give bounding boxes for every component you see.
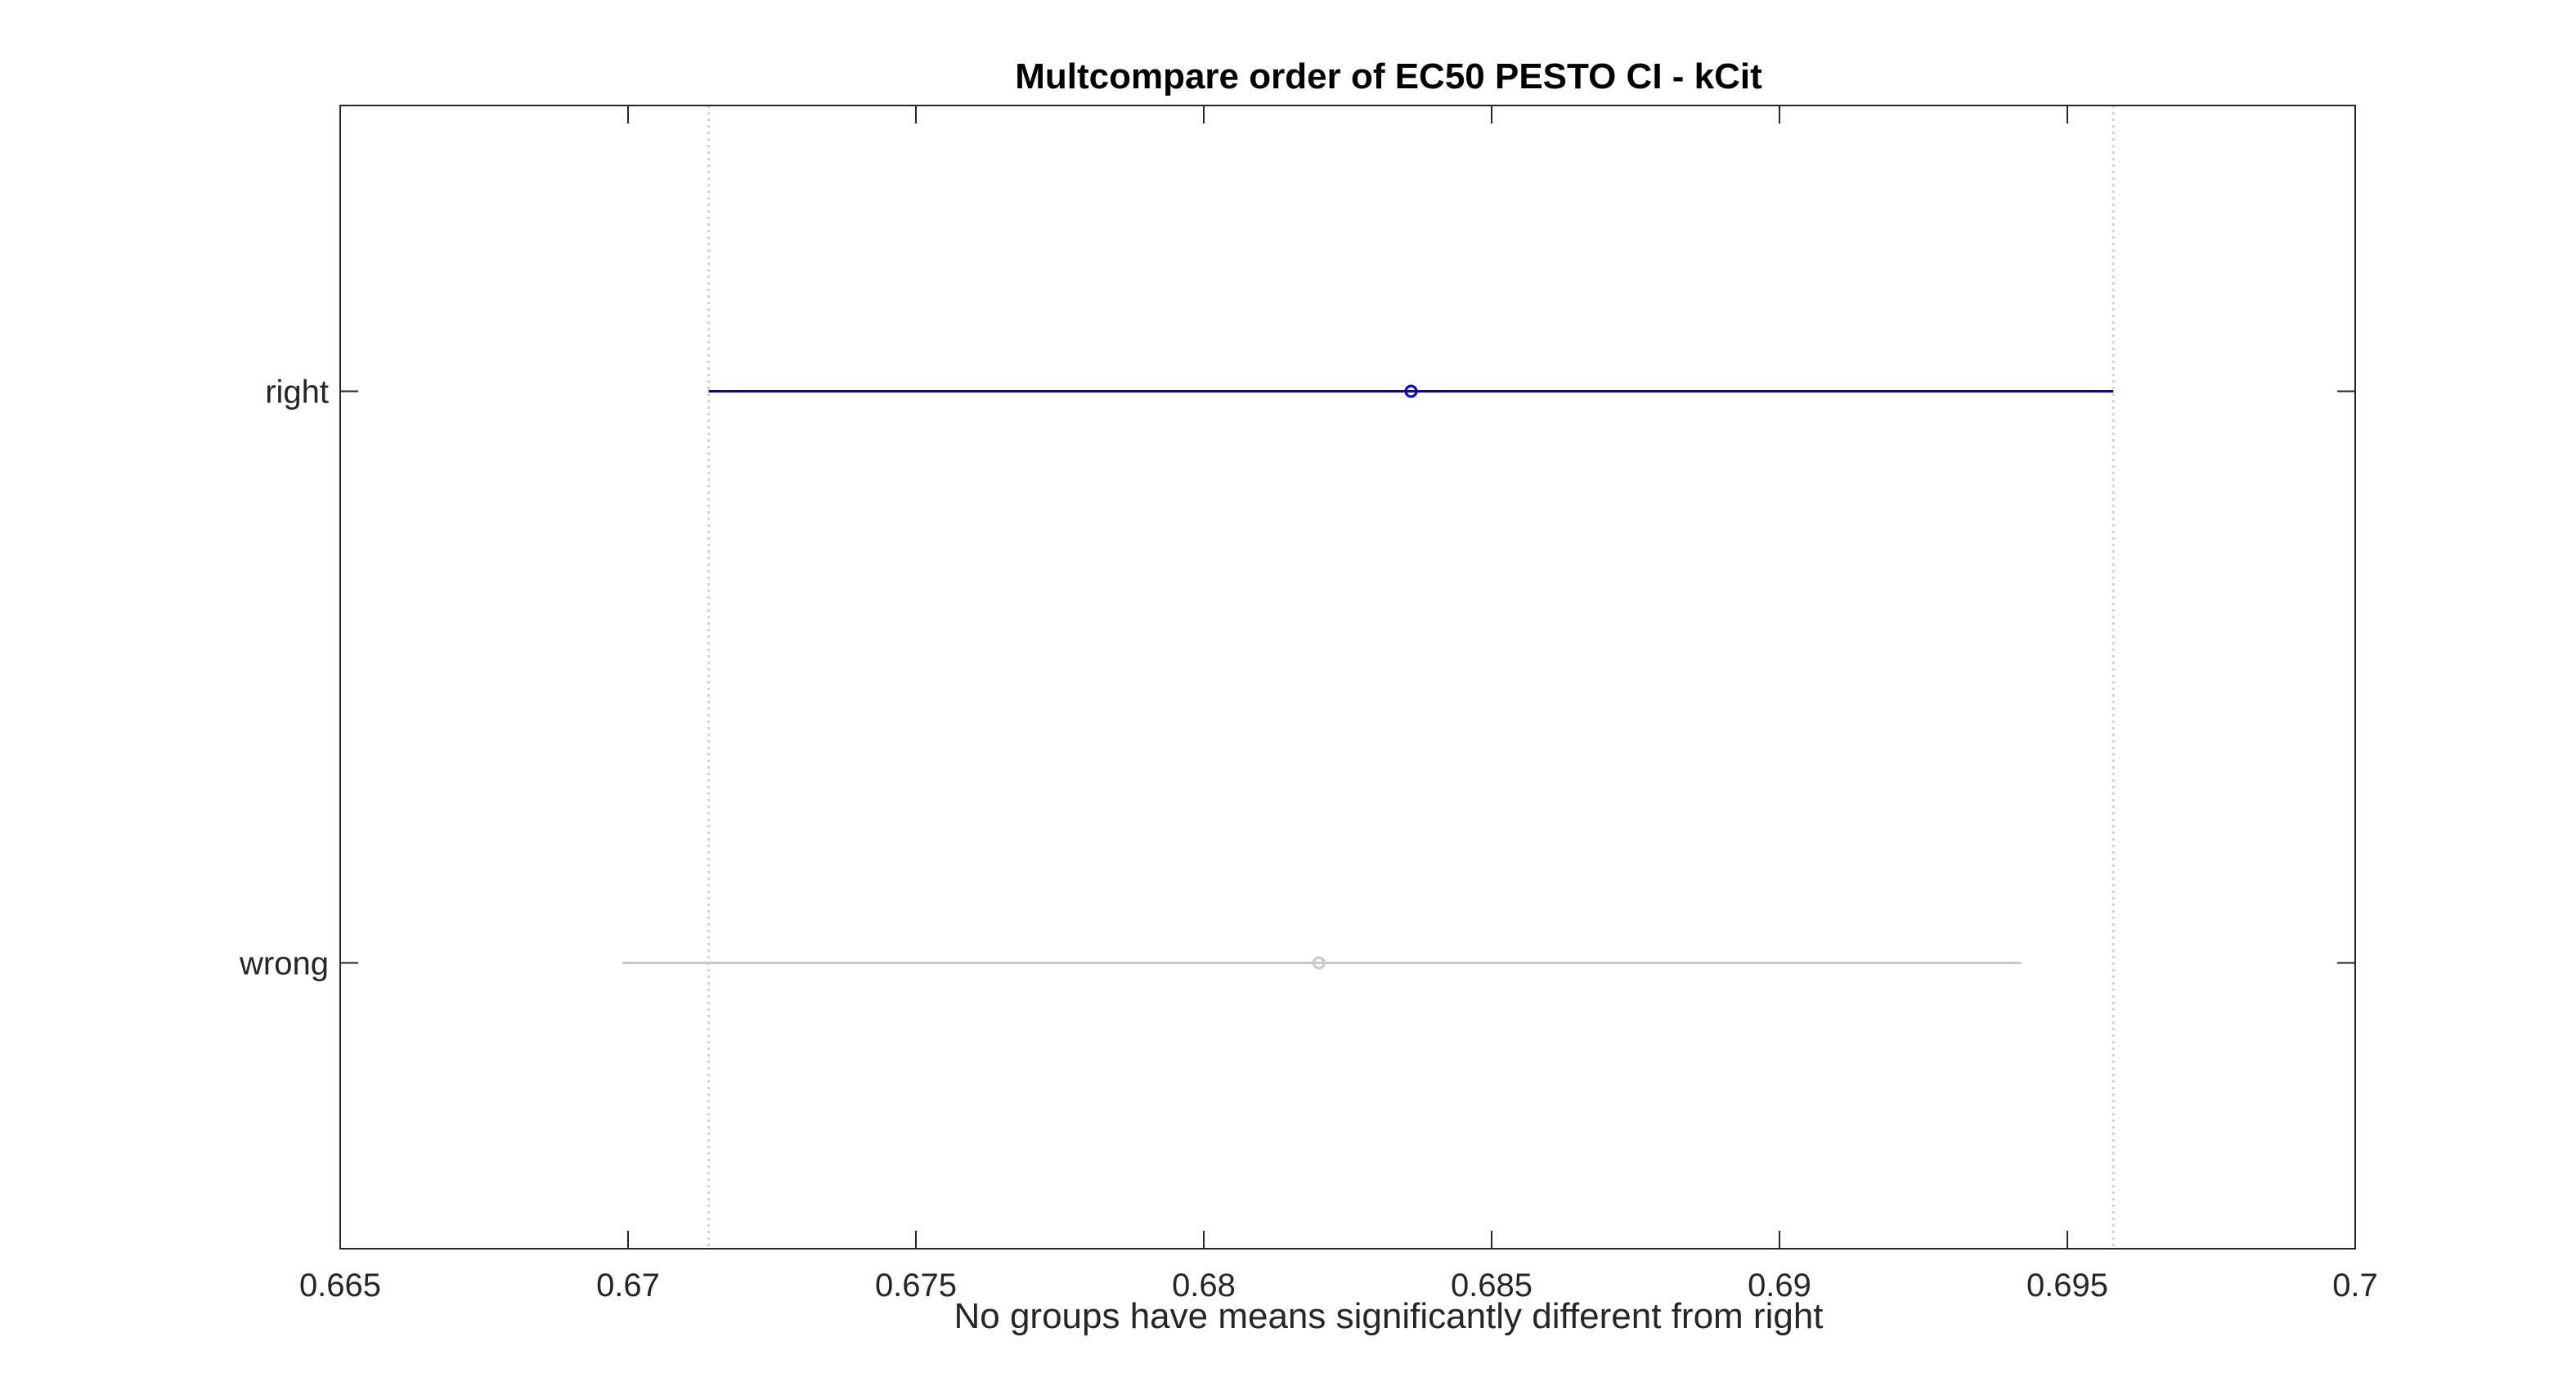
y-tick-label-right: right <box>265 375 329 411</box>
reference-lines <box>707 105 2115 1249</box>
plot-box <box>339 105 2356 1250</box>
mean-marker-wrong <box>1312 956 1326 970</box>
interval-series <box>622 384 2114 970</box>
x-tick-label: 0.665 <box>299 1268 381 1304</box>
x-tick-label: 0.69 <box>1748 1268 1811 1304</box>
chart-title: Multcompare order of EC50 PESTO CI - kCi… <box>1015 56 1762 96</box>
x-tick-label: 0.68 <box>1172 1268 1236 1304</box>
ticks: 0.665 0.67 0.675 0.68 0.685 0.69 0.695 0.7 right… <box>239 105 2378 1304</box>
x-tick-label: 0.685 <box>1451 1268 1533 1304</box>
x-tick-label: 0.67 <box>596 1268 660 1304</box>
x-axis-label: No groups have means significantly diffe… <box>954 1296 1823 1336</box>
x-tick-label: 0.675 <box>875 1268 957 1304</box>
mean-marker-right <box>1404 384 1418 398</box>
x-tick-label: 0.7 <box>2332 1268 2378 1304</box>
axes <box>339 105 2356 1250</box>
x-tick-label: 0.695 <box>2026 1268 2108 1304</box>
y-tick-label-wrong: wrong <box>239 946 329 982</box>
